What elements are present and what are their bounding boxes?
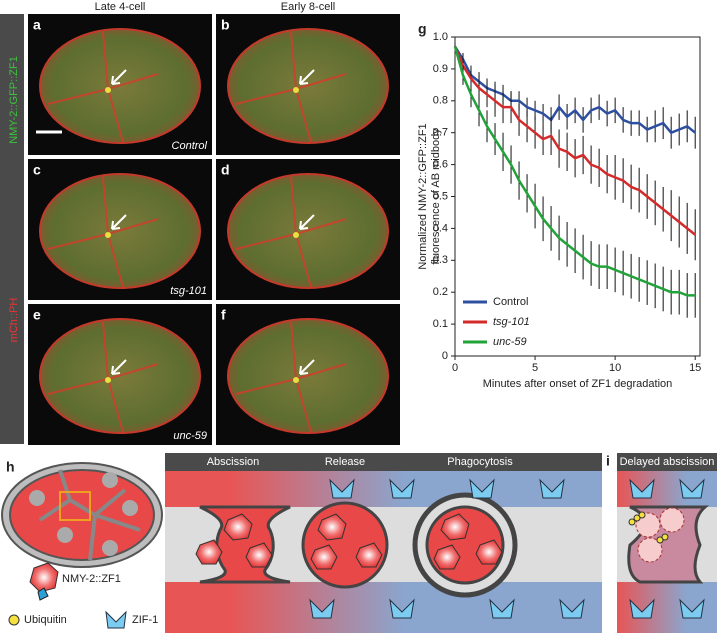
legend-label: tsg-101 <box>493 316 530 328</box>
panel-letter: a <box>33 17 41 33</box>
legend: NMY-2::ZF1 Ubiquitin ZIF-1 <box>8 562 158 629</box>
y-tick-label: 0 <box>442 350 448 362</box>
arrow <box>299 69 315 85</box>
condition-label: tsg-101 <box>170 285 207 297</box>
condition-label: unc-59 <box>173 430 207 442</box>
x-tick-label: 10 <box>609 362 621 374</box>
y-tick-label: 0.4 <box>433 222 448 234</box>
y-tick-label: 0.6 <box>433 159 448 171</box>
chart: 0 0.1 0.2 0.3 0.4 0.5 0.6 0.7 0.8 0.9 1.0 0 5 10 15 Min… <box>417 31 701 390</box>
midbody <box>293 377 299 383</box>
y-tick-label: 1.0 <box>433 31 448 43</box>
panel-letter: i <box>606 453 610 469</box>
stage-label: Phagocytosis <box>447 456 513 468</box>
x-axis-label: Minutes after onset of ZF1 degradation <box>483 378 673 390</box>
y-tick-label: 0.5 <box>433 190 448 202</box>
column-header: Late 4-cell <box>95 1 146 13</box>
midbody <box>105 232 111 238</box>
line <box>453 46 696 236</box>
legend-label: ZIF-1 <box>132 614 158 626</box>
delayed-diagram <box>617 453 717 633</box>
legend-label: Ubiquitin <box>24 614 67 626</box>
y-tick-label: 0.8 <box>433 95 448 107</box>
line <box>453 46 696 297</box>
axis <box>454 36 701 357</box>
arrow <box>111 214 127 230</box>
legend-label: unc-59 <box>493 336 527 348</box>
embryo-diagram <box>1 462 163 568</box>
y-tick-label: 0.1 <box>433 318 448 330</box>
midbody <box>105 87 111 93</box>
side-label: mCh::PH <box>8 298 20 343</box>
legend-label: NMY-2::ZF1 <box>62 573 121 585</box>
y-axis-label: Normalized NMY-2::GFP::ZF1 <box>417 123 429 269</box>
arrow <box>111 69 127 85</box>
midbody <box>293 87 299 93</box>
panel-letter: f <box>221 307 226 323</box>
y-axis-label: fluorescence of AB midbody <box>430 128 442 265</box>
stage-label: Release <box>325 456 365 468</box>
y-tick-label: 0.2 <box>433 286 448 298</box>
y-tick-label: 0.3 <box>433 254 448 266</box>
side-strip <box>0 14 24 444</box>
stage-label: Delayed abscission <box>620 456 715 468</box>
arrow <box>111 359 127 375</box>
panel-letter: e <box>33 307 41 323</box>
panel-letter: h <box>6 459 15 475</box>
panel-letter: g <box>418 21 427 37</box>
arrow <box>299 359 315 375</box>
stage-label: Abscission <box>207 456 260 468</box>
midbody <box>293 232 299 238</box>
y-tick-label: 0.7 <box>433 127 448 139</box>
side-label: NMY-2::GFP::ZF1 <box>8 56 20 144</box>
column-header: Early 8-cell <box>281 1 335 13</box>
arrow <box>299 214 315 230</box>
micrographs: a Control b c tsg-101 d e unc-59 f <box>28 14 400 445</box>
process-diagram <box>165 453 602 633</box>
panel-letter: d <box>221 162 230 178</box>
x-tick-label: 0 <box>452 362 458 374</box>
x-tick-label: 5 <box>532 362 538 374</box>
panel-letter: b <box>221 17 230 33</box>
midbody <box>105 377 111 383</box>
x-tick-label: 15 <box>689 362 701 374</box>
condition-label: Control <box>172 140 208 152</box>
legend-label: Control <box>493 296 528 308</box>
y-tick-label: 0.9 <box>433 63 448 75</box>
panel-letter: c <box>33 162 41 178</box>
